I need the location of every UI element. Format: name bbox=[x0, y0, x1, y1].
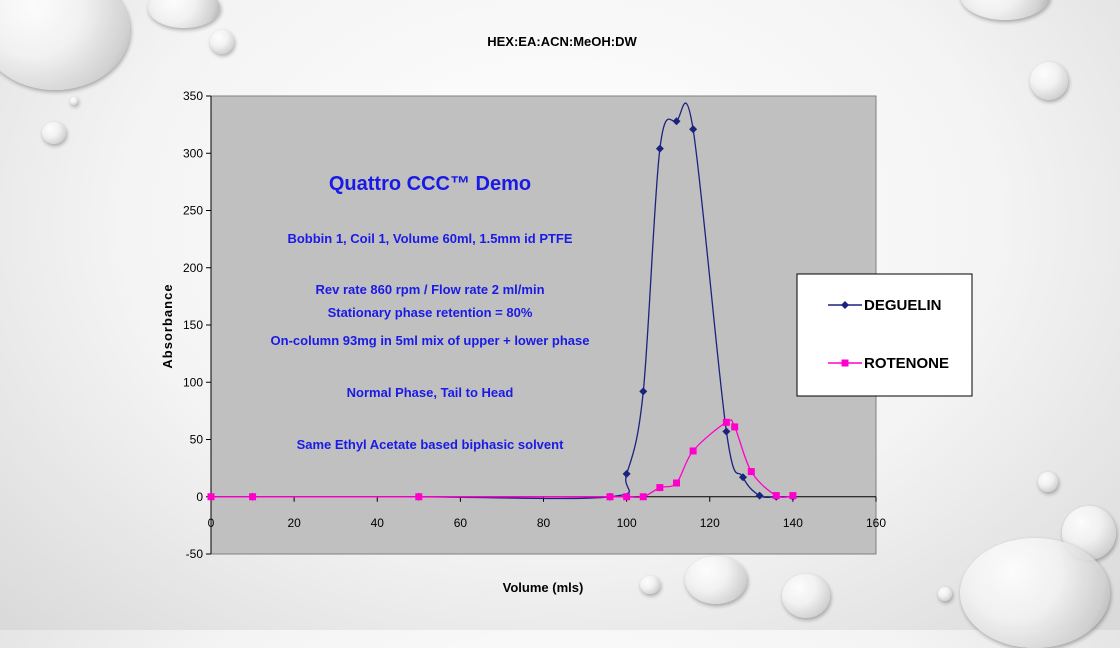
annotation: Stationary phase retention = 80% bbox=[328, 305, 533, 320]
y-tick-label: 150 bbox=[183, 318, 203, 332]
annotation: Rev rate 860 rpm / Flow rate 2 ml/min bbox=[315, 282, 544, 297]
decor-drop bbox=[1038, 472, 1058, 492]
y-tick-label: 200 bbox=[183, 261, 203, 275]
annotation: Same Ethyl Acetate based biphasic solven… bbox=[297, 437, 565, 452]
decor-drop bbox=[782, 574, 830, 618]
y-tick-label: 350 bbox=[183, 89, 203, 103]
data-point-rotenone bbox=[606, 493, 614, 501]
decor-drop bbox=[640, 576, 660, 594]
legend-label: DEGUELIN bbox=[864, 297, 942, 314]
x-tick-label: 140 bbox=[783, 516, 803, 530]
data-point-deguelin bbox=[739, 473, 747, 482]
annotations: Quattro CCC™ Demo Bobbin 1, Coil 1, Volum… bbox=[271, 173, 590, 452]
annotation: Normal Phase, Tail to Head bbox=[347, 385, 514, 400]
data-point-rotenone bbox=[415, 493, 423, 501]
data-point-rotenone bbox=[249, 493, 257, 501]
data-point-rotenone bbox=[673, 479, 680, 487]
data-point-rotenone bbox=[639, 493, 647, 501]
y-tick-label: -50 bbox=[186, 547, 204, 561]
legend-marker bbox=[841, 301, 849, 309]
decor-drop bbox=[685, 556, 747, 604]
data-point-rotenone bbox=[731, 423, 739, 431]
annotation: Bobbin 1, Coil 1, Volume 60ml, 1.5mm id … bbox=[287, 231, 572, 246]
y-tick-label: 0 bbox=[196, 490, 203, 504]
x-tick-label: 40 bbox=[371, 516, 385, 530]
x-tick-label: 100 bbox=[617, 516, 637, 530]
chart-title: HEX:EA:ACN:MeOH:DW bbox=[487, 34, 637, 49]
legend-label: ROTENONE bbox=[864, 355, 949, 372]
decor-drop bbox=[210, 30, 234, 54]
data-point-deguelin bbox=[722, 427, 731, 436]
x-tick-label: 0 bbox=[208, 516, 215, 530]
legend-marker bbox=[841, 359, 849, 367]
annotation: Quattro CCC™ Demo bbox=[329, 173, 531, 195]
data-point-deguelin bbox=[689, 125, 698, 134]
data-point-rotenone bbox=[772, 492, 780, 500]
data-point-rotenone bbox=[623, 493, 631, 501]
data-point-rotenone bbox=[789, 492, 797, 500]
chart: HEX:EA:ACN:MeOH:DW -50050100150200250300… bbox=[160, 34, 973, 595]
decor-drop bbox=[960, 0, 1050, 20]
data-point-deguelin bbox=[755, 491, 764, 500]
y-tick-label: 300 bbox=[183, 146, 203, 160]
x-tick-label: 120 bbox=[700, 516, 720, 530]
y-tick-label: 250 bbox=[183, 204, 203, 218]
data-point-rotenone bbox=[747, 468, 755, 476]
plot-area bbox=[210, 95, 877, 555]
y-tick-label: 50 bbox=[190, 433, 204, 447]
decor-drop bbox=[42, 122, 66, 144]
data-point-deguelin bbox=[639, 387, 648, 396]
data-point-deguelin bbox=[622, 469, 631, 478]
series bbox=[207, 102, 797, 501]
decor-drop bbox=[938, 587, 952, 601]
data-point-deguelin bbox=[655, 144, 664, 153]
x-tick-label: 80 bbox=[537, 516, 551, 530]
legend: DEGUELIN ROTENONE bbox=[828, 297, 949, 372]
x-axis-label: Volume (mls) bbox=[503, 580, 584, 595]
axes: -50 0 50 100 150 200 250 300 350 0 20 40 60 80 100 120 1… bbox=[183, 89, 886, 561]
decor-drop bbox=[1030, 62, 1068, 100]
data-point-rotenone bbox=[689, 447, 697, 455]
y-tick-label: 100 bbox=[183, 375, 203, 389]
data-point-rotenone bbox=[656, 484, 664, 492]
x-tick-label: 60 bbox=[454, 516, 468, 530]
data-point-rotenone bbox=[722, 418, 730, 426]
x-tick-label: 20 bbox=[287, 516, 301, 530]
y-axis-label: Absorbance bbox=[160, 283, 175, 368]
decor-drop bbox=[70, 97, 78, 105]
x-tick-label: 160 bbox=[866, 516, 886, 530]
legend-box bbox=[796, 273, 973, 397]
data-point-deguelin bbox=[672, 117, 681, 126]
data-point-rotenone bbox=[207, 493, 215, 501]
annotation: On-column 93mg in 5ml mix of upper + low… bbox=[271, 333, 590, 348]
